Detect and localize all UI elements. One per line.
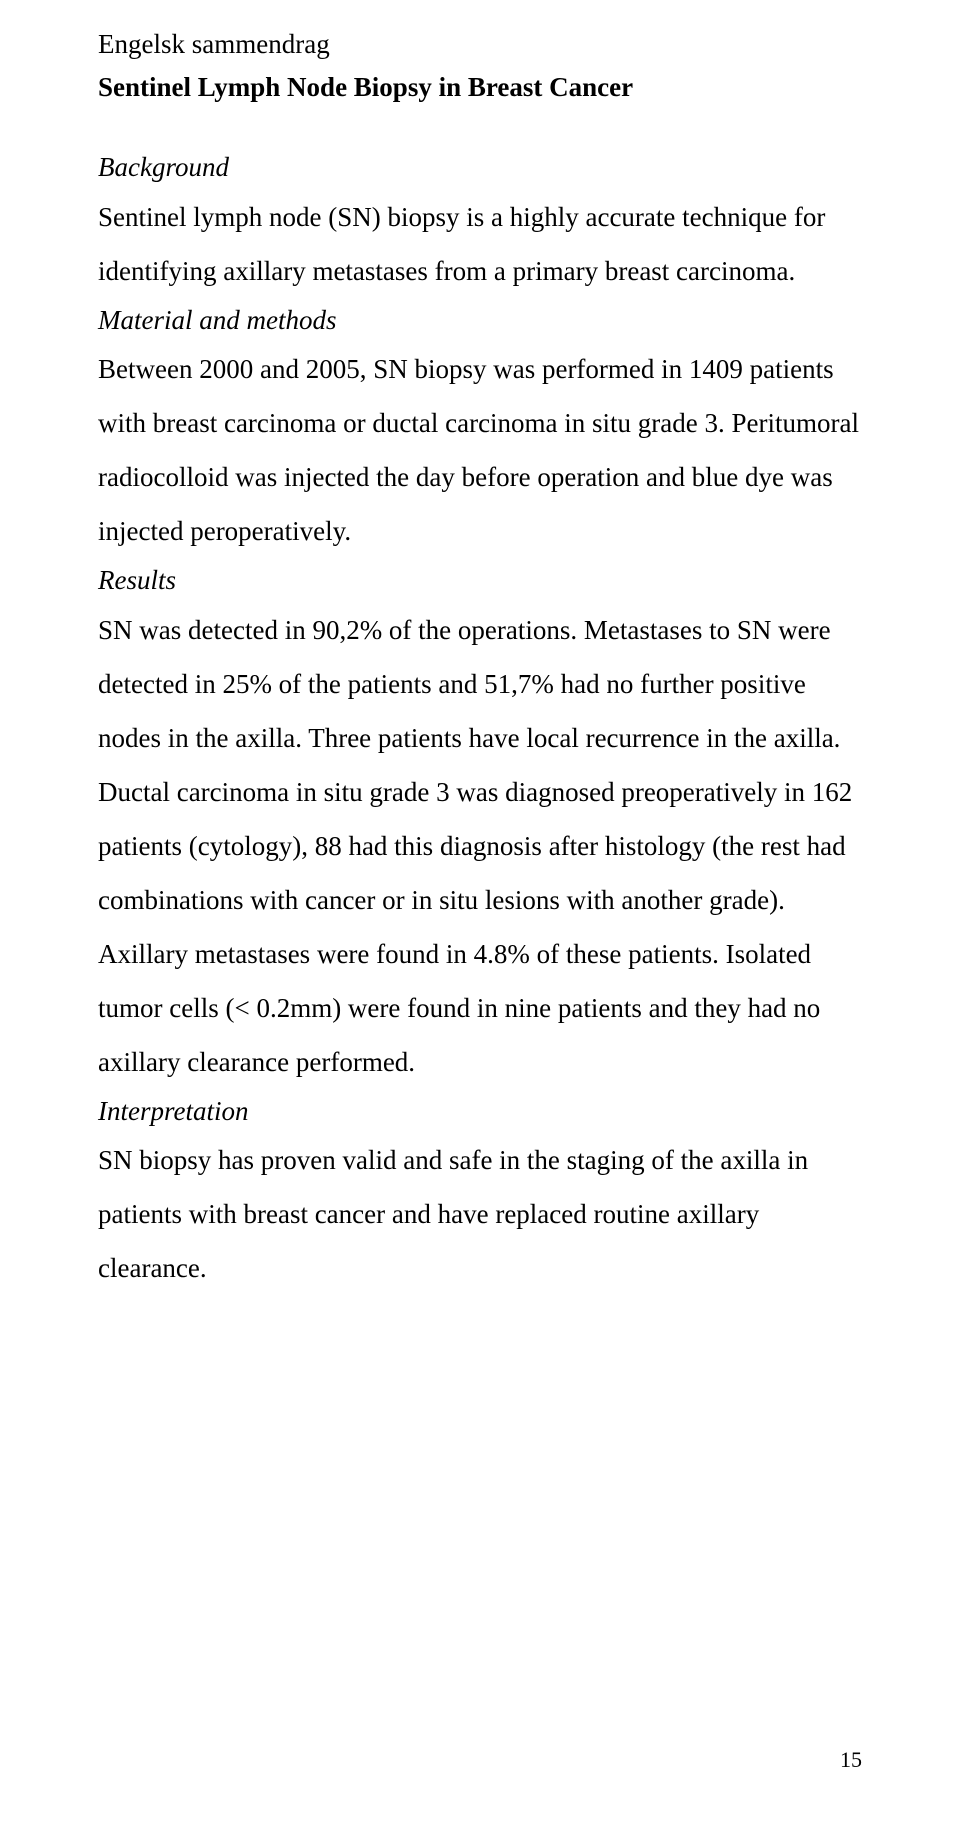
- section-background-text: Sentinel lymph node (SN) biopsy is a hig…: [98, 190, 862, 298]
- section-methods-text: Between 2000 and 2005, SN biopsy was per…: [98, 342, 862, 558]
- section-results-label: Results: [98, 560, 862, 601]
- section-results-text: SN was detected in 90,2% of the operatio…: [98, 603, 862, 1089]
- page-number: 15: [840, 1747, 862, 1773]
- heading-title: Sentinel Lymph Node Biopsy in Breast Can…: [98, 67, 862, 108]
- section-background-label: Background: [98, 147, 862, 188]
- section-interpretation-text: SN biopsy has proven valid and safe in t…: [98, 1133, 862, 1295]
- heading-norwegian: Engelsk sammendrag: [98, 24, 862, 65]
- section-methods-label: Material and methods: [98, 300, 862, 341]
- document-page: Engelsk sammendrag Sentinel Lymph Node B…: [0, 0, 960, 1829]
- section-interpretation-label: Interpretation: [98, 1091, 862, 1132]
